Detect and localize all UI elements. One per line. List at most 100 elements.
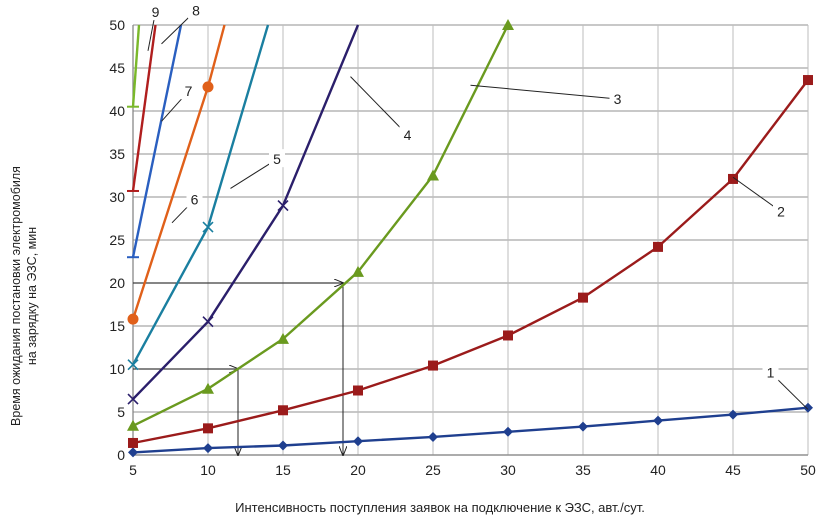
y-tick-label: 35 xyxy=(109,146,125,162)
y-tick-label: 45 xyxy=(109,60,125,76)
guide-arrows xyxy=(133,283,343,455)
data-point-square xyxy=(653,241,663,252)
annotation-label-bg xyxy=(186,189,203,208)
grid-lines xyxy=(132,24,809,456)
series-3 xyxy=(127,19,514,431)
series-9 xyxy=(127,24,141,108)
data-point-circle xyxy=(202,81,214,93)
series-4 xyxy=(127,24,360,405)
curve-annotations: 1 2 3 4 5 6 7 8 9 xyxy=(147,0,809,410)
x-tick-label: 10 xyxy=(200,462,216,478)
data-point-triangle xyxy=(202,382,214,394)
y-tick-label: 0 xyxy=(117,447,125,463)
annotation-leader xyxy=(350,76,408,136)
data-point-triangle xyxy=(352,265,364,277)
data-point-square xyxy=(503,330,513,341)
data-point-x xyxy=(202,221,214,233)
data-point-square xyxy=(278,405,288,416)
x-tick-label: 40 xyxy=(650,462,666,478)
annotation-label: 8 xyxy=(192,2,200,18)
data-point-square xyxy=(578,292,588,303)
series-line-8 xyxy=(131,24,157,192)
data-point-diamond xyxy=(578,421,588,432)
data-series xyxy=(127,19,813,458)
data-point-square xyxy=(128,437,138,448)
data-point-square xyxy=(728,173,738,184)
x-axis-label: Интенсивность поступления заявок на подк… xyxy=(235,500,645,515)
data-point-diamond xyxy=(203,443,213,454)
x-tick-label: 45 xyxy=(725,462,741,478)
data-point-diamond xyxy=(278,440,288,451)
x-tick-label: 15 xyxy=(275,462,291,478)
series-5 xyxy=(127,24,270,371)
series-7 xyxy=(127,24,183,259)
data-point-square xyxy=(353,385,363,396)
x-tick-label: 5 xyxy=(129,462,137,478)
data-point-triangle xyxy=(277,332,289,344)
data-point-triangle xyxy=(427,169,439,181)
series-1 xyxy=(128,402,813,458)
x-tick-label: 20 xyxy=(350,462,366,478)
y-tick-label: 15 xyxy=(109,318,125,334)
series-line-4 xyxy=(132,24,360,400)
data-point-diamond xyxy=(353,436,363,447)
data-point-diamond xyxy=(503,426,513,437)
y-axis-label-line1: Время ожидания постановки электромобиля xyxy=(9,166,23,426)
y-tick-label: 5 xyxy=(117,404,125,420)
series-line-9 xyxy=(131,24,141,107)
annotation-label: 2 xyxy=(777,204,785,220)
series-8 xyxy=(127,24,157,192)
data-point-x xyxy=(127,393,139,405)
data-point-square xyxy=(203,423,213,434)
series-line-3 xyxy=(132,24,510,427)
annotation-label-bg xyxy=(399,125,416,144)
y-tick-label: 30 xyxy=(109,189,125,205)
series-2 xyxy=(128,75,813,448)
data-point-diamond xyxy=(128,447,138,458)
data-point-diamond xyxy=(428,431,438,442)
annotation-label-bg xyxy=(147,2,164,21)
series-6 xyxy=(127,24,226,325)
data-point-square xyxy=(428,360,438,371)
series-line-7 xyxy=(131,24,183,258)
data-point-triangle xyxy=(502,19,514,30)
annotation-leader xyxy=(470,84,618,100)
y-tick-label: 25 xyxy=(109,232,125,248)
x-tick-label: 30 xyxy=(500,462,516,478)
x-tick-label: 35 xyxy=(575,462,591,478)
data-point-x xyxy=(202,316,214,328)
data-point-circle xyxy=(127,313,139,325)
series-line-1 xyxy=(132,406,809,454)
y-axis-label-line2: на зарядку на ЭЗС, мин xyxy=(25,227,39,365)
y-tick-label: 40 xyxy=(109,103,125,119)
y-tick-label: 50 xyxy=(109,17,125,33)
annotation-label-bg xyxy=(269,149,285,168)
annotation-label: 4 xyxy=(404,127,412,143)
annotation-label: 5 xyxy=(273,151,281,167)
data-point-x xyxy=(277,200,289,212)
data-point-triangle xyxy=(127,419,139,431)
annotation-label: 6 xyxy=(191,192,199,208)
annotation-label-bg xyxy=(762,362,779,381)
annotation-label-bg xyxy=(773,201,789,220)
x-tick-label: 50 xyxy=(800,462,816,478)
series-line-2 xyxy=(132,79,809,445)
series-line-6 xyxy=(131,24,226,320)
data-point-x xyxy=(127,359,139,371)
data-point-square xyxy=(803,75,813,86)
data-point-diamond xyxy=(653,415,663,426)
annotation-label: 1 xyxy=(767,364,775,380)
y-tick-label: 10 xyxy=(109,361,125,377)
annotation-label-bg xyxy=(188,0,204,19)
annotation-label: 9 xyxy=(152,4,160,20)
annotation-label-bg xyxy=(180,81,197,100)
x-tick-label: 25 xyxy=(425,462,441,478)
annotation-label: 7 xyxy=(185,83,193,99)
data-point-diamond xyxy=(728,409,738,420)
annotation-label-bg xyxy=(609,88,626,107)
data-point-diamond xyxy=(803,402,813,413)
y-tick-label: 20 xyxy=(109,275,125,291)
